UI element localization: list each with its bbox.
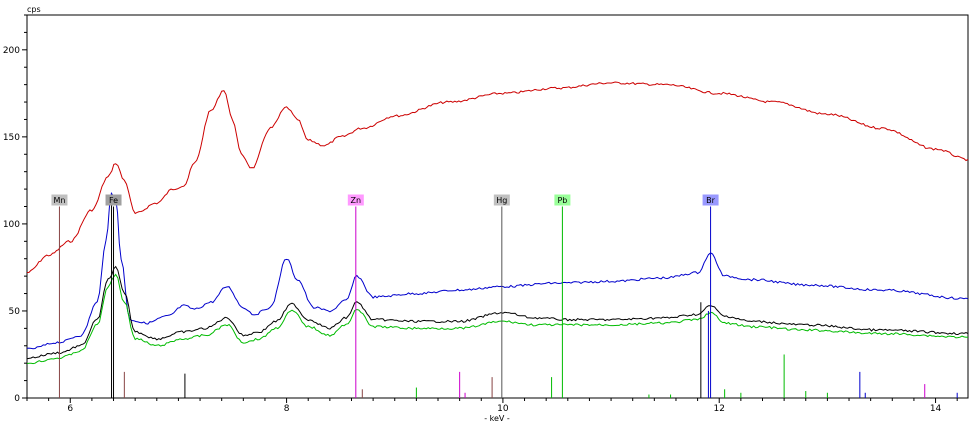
y-axis-title: cps: [27, 5, 41, 14]
element-marker-label: Br: [706, 196, 715, 205]
y-tick-label: 200: [3, 46, 20, 56]
y-tick-label: 50: [9, 307, 21, 317]
x-axis: 6 8 10 12 14: [26, 398, 958, 414]
element-marker-label: Zn: [351, 196, 362, 205]
y-tick-label: 100: [3, 220, 20, 230]
element-marker-label: Hg: [496, 196, 507, 205]
x-tick-label: 14: [930, 404, 942, 414]
element-markers-layer: Mn Fe Zn Hg Pb Br: [51, 194, 719, 399]
y-axis: 0 50 100 150 200: [3, 14, 27, 404]
element-marker-br[interactable]: Br: [702, 194, 719, 399]
element-marker-box: [702, 194, 719, 206]
y-tick-label: 150: [3, 133, 20, 143]
x-axis-title: - keV -: [484, 414, 510, 423]
x-tick-label: 10: [497, 404, 509, 414]
spectra-layer: [26, 81, 969, 365]
x-tick-label: 8: [284, 404, 290, 414]
element-marker-pb[interactable]: Pb: [554, 194, 571, 399]
element-marker-box: [493, 194, 510, 206]
element-marker-label: Fe: [109, 196, 118, 205]
element-marker-zn[interactable]: Zn: [347, 194, 364, 399]
element-marker-fe[interactable]: Fe: [105, 194, 122, 399]
element-marker-mn[interactable]: Mn: [51, 194, 68, 399]
x-tick-label: 12: [714, 404, 725, 414]
peak-lines-layer: [123, 302, 958, 398]
x-tick-label: 6: [67, 404, 73, 414]
element-marker-box: [347, 194, 364, 206]
element-marker-box: [105, 194, 122, 206]
spectrum-line-black: [26, 265, 969, 360]
element-marker-box: [554, 194, 571, 206]
element-marker-label: Mn: [53, 196, 65, 205]
element-marker-box: [51, 194, 68, 206]
y-tick-label: 0: [14, 394, 20, 404]
spectrum-line-blue: [26, 192, 969, 350]
spectrum-line-red: [26, 81, 969, 274]
element-marker-label: Pb: [557, 196, 567, 205]
spectrum-line-green: [26, 273, 969, 365]
element-marker-hg[interactable]: Hg: [493, 194, 510, 399]
plot-area: [26, 14, 969, 399]
